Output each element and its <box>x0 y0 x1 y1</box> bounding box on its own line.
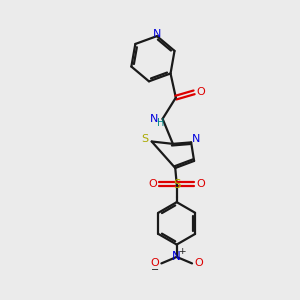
Text: N: N <box>153 29 162 39</box>
Text: N: N <box>192 134 201 144</box>
Text: N: N <box>172 250 181 263</box>
Text: O: O <box>196 87 205 97</box>
Text: O: O <box>194 258 203 268</box>
Text: −: − <box>151 265 159 275</box>
Text: N: N <box>150 114 158 124</box>
Text: O: O <box>197 179 206 189</box>
Text: S: S <box>142 134 149 144</box>
Text: O: O <box>151 258 159 268</box>
Text: S: S <box>173 178 180 191</box>
Text: O: O <box>148 179 157 189</box>
Text: H: H <box>158 118 165 128</box>
Text: +: + <box>178 247 186 256</box>
